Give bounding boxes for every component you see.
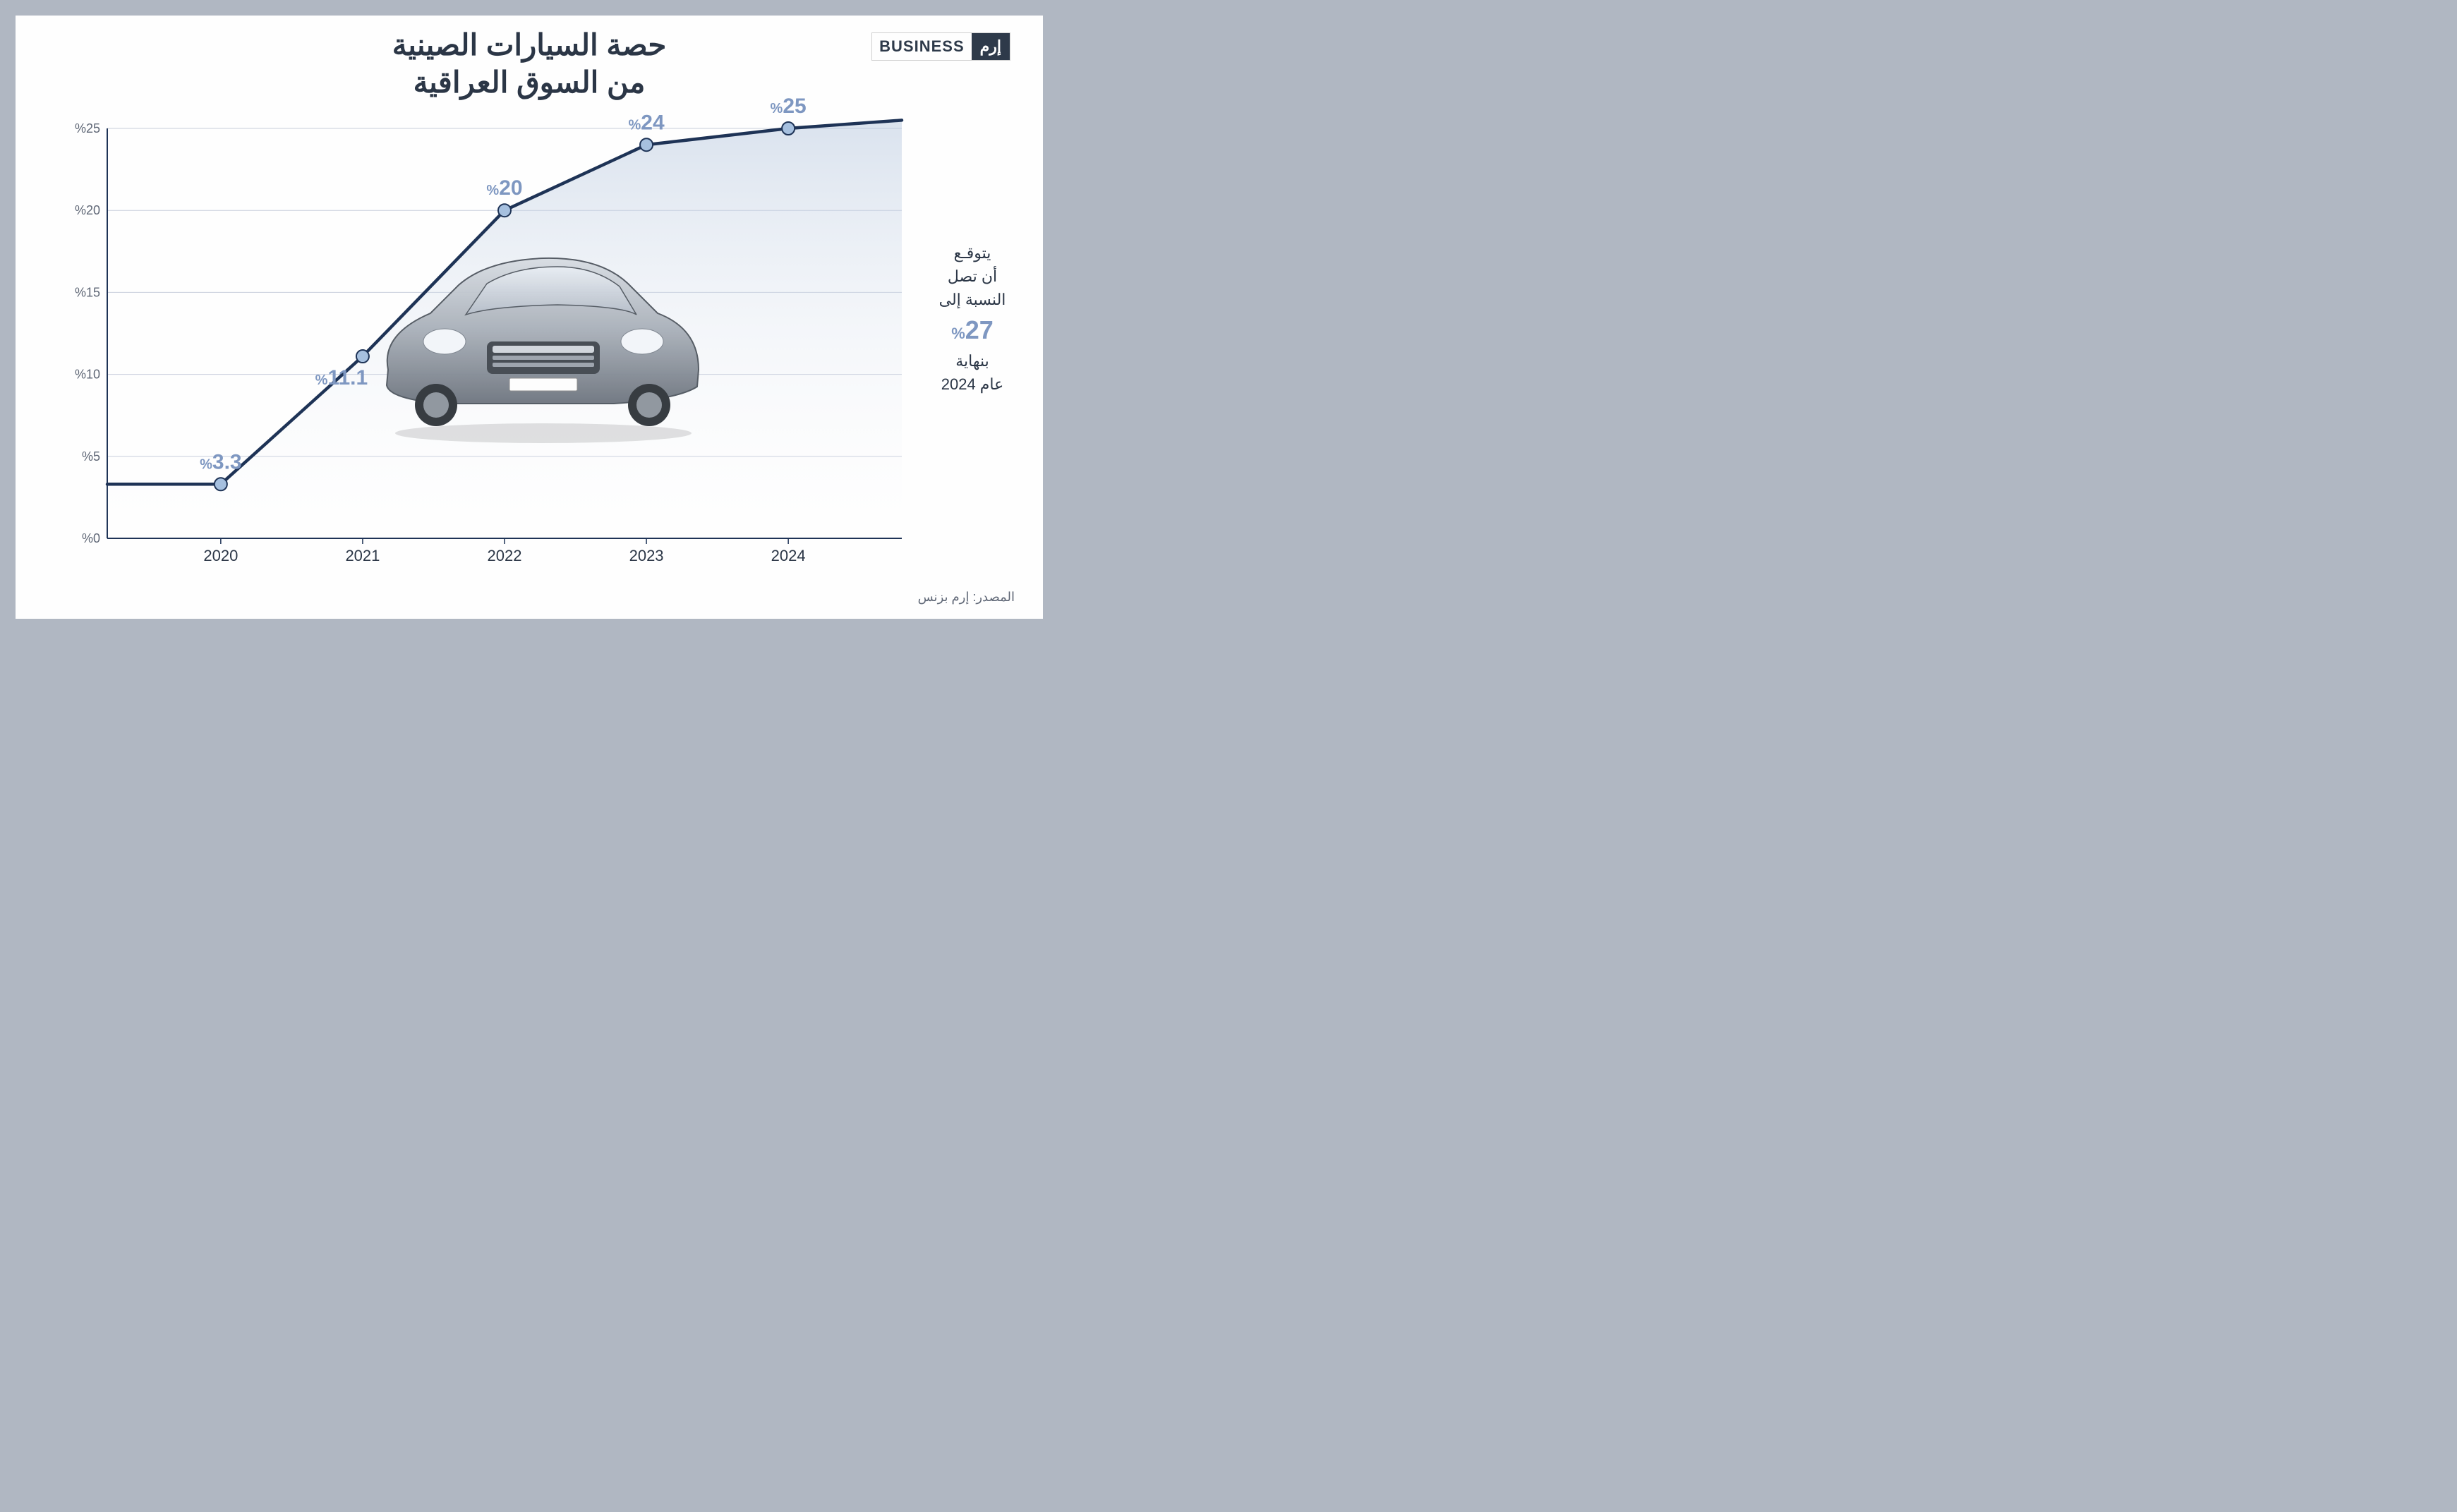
car-illustration [346,236,713,447]
svg-text:%24: %24 [628,111,664,134]
svg-text:%10: %10 [75,368,100,382]
title-line-2: من السوق العراقية [16,64,1043,102]
svg-text:%15: %15 [75,285,100,299]
svg-text:2020: 2020 [203,547,238,564]
svg-text:%3.3: %3.3 [200,450,242,473]
source-label: المصدر: إرم بزنس [918,590,1015,605]
svg-text:2023: 2023 [629,547,664,564]
svg-text:2021: 2021 [345,547,380,564]
note-line-3: النسبة إلى [930,288,1015,311]
note-line-1: يتوقـع [930,241,1015,265]
chart-title: حصة السيارات الصينية من السوق العراقية [16,27,1043,101]
svg-text:%0: %0 [82,531,100,545]
svg-text:%25: %25 [75,121,100,135]
svg-text:%20: %20 [486,176,522,200]
svg-text:%5: %5 [82,449,100,464]
note-percent: %27 [930,311,1015,349]
note-line-4: بنهاية [930,349,1015,373]
note-percent-sign: % [951,325,965,342]
svg-text:2024: 2024 [771,547,806,564]
title-line-1: حصة السيارات الصينية [16,27,1043,64]
note-line-2: أن تصل [930,265,1015,288]
forecast-note: يتوقـع أن تصل النسبة إلى %27 بنهاية عام … [930,241,1015,396]
note-line-5: عام 2024 [930,373,1015,396]
infographic-canvas: BUSINESS إرم حصة السيارات الصينية من الس… [16,16,1043,619]
svg-text:%20: %20 [75,203,100,217]
svg-text:2022: 2022 [488,547,522,564]
note-percent-value: 27 [965,315,994,344]
